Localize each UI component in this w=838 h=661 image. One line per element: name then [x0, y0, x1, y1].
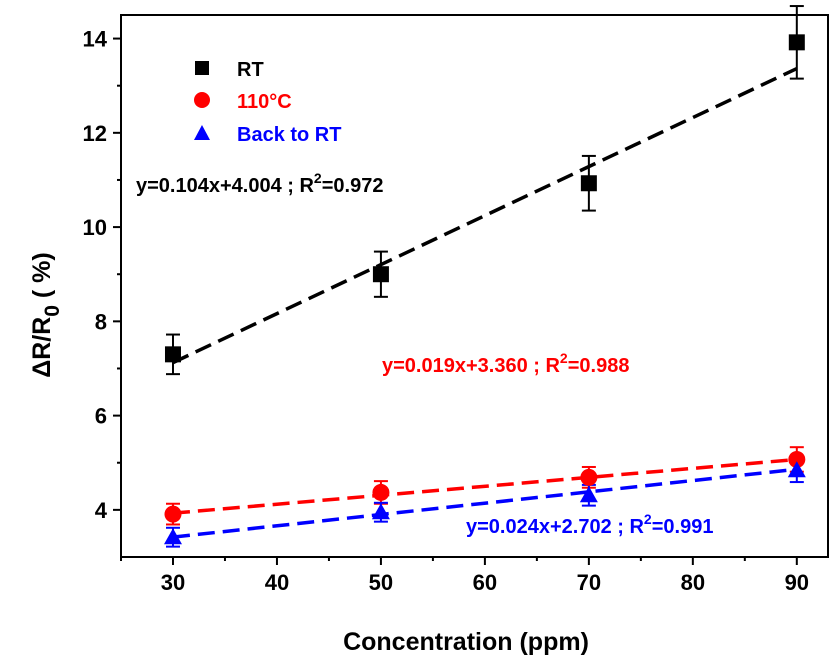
data-point-2-3 [787, 461, 806, 478]
y-tick-label: 6 [95, 404, 107, 429]
fit-equation-110c-r2: =0.988 [568, 355, 630, 377]
fit-equation-back-to-rt-text: y=0.024x+2.702 ; R [466, 516, 644, 538]
legend-marker-rt [195, 61, 209, 75]
fit-equation-back-to-rt-sup: 2 [644, 511, 652, 527]
legend-label-back-to-rt: Back to RT [237, 124, 341, 146]
plot-border [120, 14, 829, 558]
x-tick-label: 50 [369, 570, 393, 595]
data-point-1-1 [372, 483, 390, 501]
axis-ticks: 30 40 50 60 70 80 90 4 6 8 10 12 14 [83, 27, 810, 595]
data-point-2-2 [579, 486, 598, 503]
fit-equation-rt-r2: =0.972 [322, 175, 384, 197]
x-axis-title: Concentration (ppm) [343, 628, 589, 656]
data-point-0-2 [580, 175, 597, 192]
y-axis-title-suffix: ( %) [28, 252, 56, 305]
fit-lines [172, 66, 798, 539]
fit-line-2 [172, 467, 797, 539]
data-point-1-3 [788, 450, 806, 468]
data-point-0-1 [372, 266, 389, 283]
x-tick-label: 90 [785, 570, 809, 595]
fit-line-0 [172, 66, 798, 365]
x-tick-label: 60 [473, 570, 497, 595]
legend: RT 110°C Back to RT [194, 59, 341, 146]
legend-label-110c: 110°C [237, 91, 292, 113]
x-tick-label: 70 [577, 570, 601, 595]
data-point-0-0 [164, 346, 181, 363]
fit-equation-back-to-rt: y=0.024x+2.702 ; R2=0.991 [466, 511, 713, 538]
y-axis-title-main: ΔR/R [28, 317, 56, 378]
legend-marker-110c [194, 92, 210, 108]
x-tick-label: 30 [161, 570, 185, 595]
fit-equation-rt-sup: 2 [314, 170, 322, 186]
x-tick-label: 40 [265, 570, 289, 595]
y-axis-title: ΔR/R0 ( %) [28, 252, 64, 378]
plot-frame [120, 14, 829, 558]
fit-equation-back-to-rt-r2: =0.991 [652, 516, 714, 538]
x-tick-label: 80 [681, 570, 705, 595]
fit-equation-rt: y=0.104x+4.004 ; R2=0.972 [136, 170, 383, 197]
legend-marker-back-to-rt [194, 125, 210, 140]
fit-equation-110c: y=0.019x+3.360 ; R2=0.988 [382, 350, 629, 377]
y-tick-label: 4 [95, 498, 108, 523]
data-point-2-0 [163, 528, 182, 545]
y-tick-label: 10 [83, 215, 107, 240]
fit-equation-110c-text: y=0.019x+3.360 ; R [382, 355, 560, 377]
y-axis-title-subscript: 0 [41, 305, 64, 317]
y-tick-label: 8 [95, 309, 107, 334]
legend-label-rt: RT [237, 59, 264, 81]
data-point-1-0 [164, 505, 182, 523]
fit-equation-110c-sup: 2 [560, 350, 568, 366]
data-point-0-3 [788, 34, 805, 51]
fit-equation-rt-text: y=0.104x+4.004 ; R [136, 175, 314, 197]
data-point-2-1 [371, 503, 390, 520]
data-point-1-2 [580, 468, 598, 486]
y-tick-label: 12 [83, 121, 107, 146]
data-markers [163, 34, 806, 545]
y-tick-label: 14 [83, 27, 108, 52]
fit-line-1 [172, 457, 797, 515]
